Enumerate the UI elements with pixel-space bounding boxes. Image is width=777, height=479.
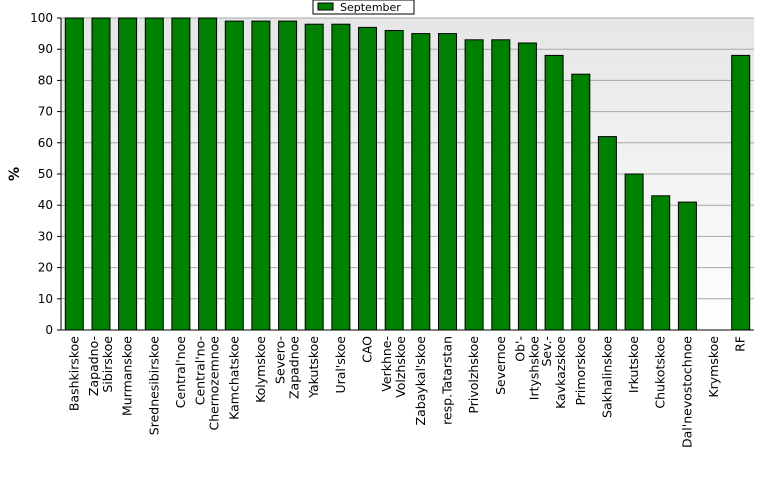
x-tick-label: resp.Tatarstan <box>440 336 455 425</box>
bar <box>278 20 298 331</box>
y-tick-label: 40 <box>38 198 53 212</box>
x-tick-label: Ob'-Irtyshskoe <box>512 336 541 401</box>
bar <box>358 26 377 331</box>
x-tick-label: Yakutskoe <box>306 336 321 399</box>
x-tick-label: Srednesibirskoe <box>146 336 161 436</box>
x-tick-label: Privolzhskoe <box>466 336 481 414</box>
x-tick-label: Murmanskoe <box>120 336 135 416</box>
x-tick-label: Verkhne-Volzhskoe <box>379 336 408 398</box>
y-tick-label: 50 <box>38 167 53 181</box>
x-tick-label: Bashkirskoe <box>66 336 81 411</box>
bar <box>597 136 617 331</box>
y-tick-label: 100 <box>30 11 53 25</box>
bar <box>91 17 111 331</box>
bar <box>198 17 218 331</box>
bar <box>171 17 191 331</box>
y-tick-label: 90 <box>38 42 53 56</box>
x-tick-label: Severnoe <box>493 336 508 395</box>
bar <box>304 23 324 331</box>
bar <box>677 201 697 331</box>
bar <box>624 173 644 331</box>
x-tick-label: Sakhalinskoe <box>599 336 614 418</box>
x-tick-labels: Bashkirskoe Zapadno-Sibirskoe Murmanskoe Sr… <box>66 336 747 448</box>
bar <box>544 54 564 331</box>
bar <box>731 54 751 331</box>
y-tick-label: 0 <box>45 323 53 337</box>
x-tick-label: Severo-Zapadnoe <box>273 336 302 399</box>
bar <box>517 42 537 331</box>
legend-label: September <box>340 1 401 14</box>
y-tick-labels: 0 10 20 30 40 50 60 70 80 90 100 <box>30 11 53 337</box>
y-tick-label: 20 <box>38 261 53 275</box>
bar <box>144 17 164 331</box>
bar <box>464 39 484 331</box>
bar <box>251 20 271 331</box>
x-tick-label: Central'no-Chernozemnoe <box>193 336 222 431</box>
legend-swatch <box>317 2 334 11</box>
x-tick-label: Zabaykal'skoe <box>413 336 428 426</box>
x-tick-label: Kolymskoe <box>253 336 268 403</box>
x-tick-label: RF <box>733 336 748 352</box>
bar <box>118 17 138 331</box>
y-axis-label: % <box>7 167 23 181</box>
bar <box>491 39 511 331</box>
bar <box>411 33 431 331</box>
y-tick-label: 60 <box>38 136 53 150</box>
legend-box <box>312 0 415 15</box>
bar <box>651 195 671 331</box>
bars <box>64 17 751 331</box>
x-tick-label: Krymskoe <box>706 336 721 398</box>
x-tick-label: Zapadno-Sibirskoe <box>86 336 115 396</box>
bar <box>224 20 244 331</box>
y-tick-label: 10 <box>38 292 53 306</box>
bar <box>571 73 591 331</box>
x-tick-label: Chukotskoe <box>653 336 668 409</box>
x-tick-label: Irkutskoe <box>626 336 641 393</box>
bar <box>384 30 404 331</box>
y-tick-label: 80 <box>38 73 53 87</box>
axes <box>60 18 754 331</box>
legend: September <box>312 0 415 15</box>
x-tick-label: Primorskoe <box>573 336 588 406</box>
bar <box>64 17 84 331</box>
y-tick-label: 70 <box>38 105 53 119</box>
x-tick-label: Dal'nevostochnoe <box>679 336 694 448</box>
x-tick-label: Central'noe <box>173 336 188 409</box>
x-tick-label: CAO <box>360 336 375 363</box>
bar <box>438 33 457 331</box>
x-tick-label: Kamchatskoe <box>226 336 241 420</box>
y-tick-label: 30 <box>38 229 53 243</box>
x-tick-label: Ural'skoe <box>333 336 348 394</box>
x-tick-label: Sev.-Kavkazskoe <box>539 336 568 409</box>
bar <box>331 23 351 331</box>
